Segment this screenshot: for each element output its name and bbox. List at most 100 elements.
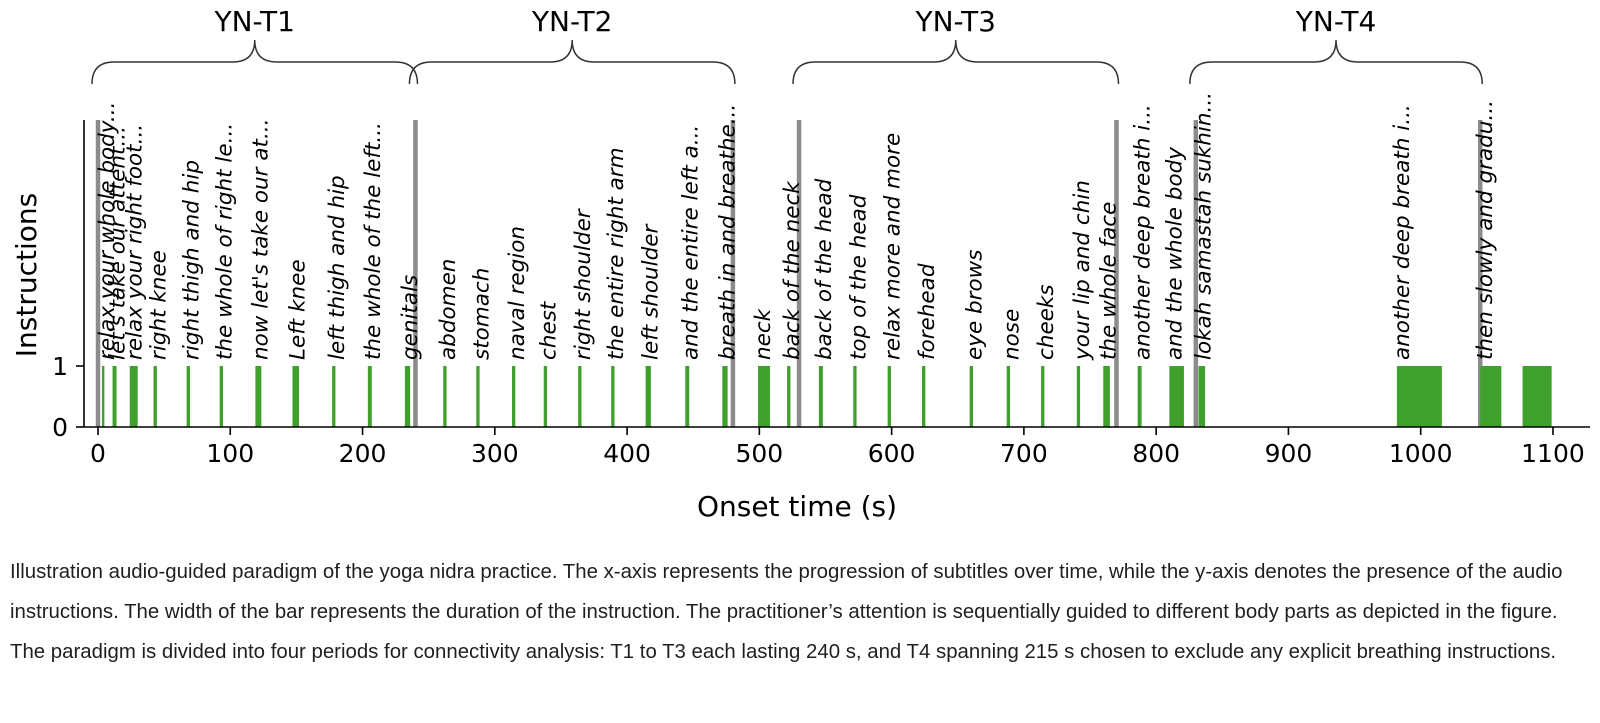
period-boundaries xyxy=(95,120,1483,427)
instruction-bar xyxy=(922,366,926,427)
instruction-label: forehead xyxy=(915,263,940,360)
instruction-bar xyxy=(255,366,262,427)
instruction-label: another deep breath i... xyxy=(1390,104,1415,360)
instruction-bar xyxy=(1006,366,1011,427)
instruction-label: relax more and more xyxy=(881,133,906,360)
x-tick-label: 500 xyxy=(735,439,783,468)
y-ticks: 01 xyxy=(52,352,84,442)
instruction-bar xyxy=(722,366,728,427)
instruction-label: abdomen xyxy=(436,259,461,360)
instruction-label: relax your right foot... xyxy=(123,124,148,360)
instruction-bar xyxy=(367,366,372,427)
instruction-bar xyxy=(219,366,223,427)
period-brace xyxy=(91,39,419,85)
instruction-bar xyxy=(578,366,582,427)
x-tick-label: 700 xyxy=(1000,439,1048,468)
instruction-label: eye brows xyxy=(963,250,988,360)
period-braces: YN-T1 YN-T2 YN-T3 YN-T4 xyxy=(91,5,1483,85)
instruction-bar xyxy=(543,366,548,427)
instruction-label: neck xyxy=(751,307,776,360)
instruction-bar xyxy=(404,366,411,427)
instruction-label: right thigh and hip xyxy=(180,160,205,360)
instruction-label: right knee xyxy=(147,250,172,360)
instruction-bar xyxy=(1198,366,1206,427)
instruction-bar xyxy=(476,366,480,427)
instruction-bar xyxy=(292,366,300,427)
instruction-label: the entire right arm xyxy=(604,147,629,360)
instruction-label: left shoulder xyxy=(639,224,664,360)
instruction-label: chest xyxy=(537,300,562,360)
instruction-bar xyxy=(887,366,891,427)
instruction-bar xyxy=(153,366,157,427)
x-tick-label: 1000 xyxy=(1389,439,1453,468)
instruction-bar xyxy=(443,366,447,427)
y-axis-label: Instructions xyxy=(10,193,43,357)
instruction-label: cheeks xyxy=(1034,284,1059,360)
instruction-bar xyxy=(645,366,651,427)
instruction-bar xyxy=(1396,366,1442,427)
instruction-label: nose xyxy=(1000,309,1025,360)
instruction-bar xyxy=(1076,366,1081,427)
yoga-nidra-timeline-chart: relax your whole body...let's take our a… xyxy=(10,5,1590,523)
period-label: YN-T3 xyxy=(915,5,997,38)
x-tick-label: 400 xyxy=(603,439,651,468)
instruction-label: right shoulder xyxy=(571,208,596,360)
instruction-label: left thigh and hip xyxy=(325,175,350,360)
period-brace xyxy=(792,39,1120,85)
instruction-label: and the whole body xyxy=(1162,147,1187,360)
instruction-label: top of the head xyxy=(846,194,871,360)
instruction-label: genitals xyxy=(398,275,423,360)
period-brace xyxy=(408,39,736,85)
instruction-bar xyxy=(685,366,690,427)
instruction-bar xyxy=(818,366,823,427)
instruction-label: relax your whole body... xyxy=(95,102,120,360)
instruction-label: naval region xyxy=(505,226,530,360)
instruction-label: then slowly and gradu... xyxy=(1473,100,1498,360)
instruction-bar xyxy=(758,366,770,427)
instruction-bar xyxy=(1041,366,1045,427)
instruction-label: your lip and chin xyxy=(1070,180,1095,361)
period-label: YN-T4 xyxy=(1295,5,1377,38)
axes xyxy=(83,120,1590,428)
instruction-bar xyxy=(1137,366,1142,427)
x-axis-label: Onset time (s) xyxy=(697,490,897,523)
instruction-bar xyxy=(332,366,336,427)
x-tick-label: 300 xyxy=(471,439,519,468)
x-tick-label: 0 xyxy=(90,439,106,468)
instruction-label: stomach xyxy=(469,268,494,360)
x-tick-label: 800 xyxy=(1132,439,1180,468)
instruction-bars xyxy=(101,366,1552,427)
y-tick-label: 0 xyxy=(52,413,68,442)
instruction-label: breath in and breathe... xyxy=(715,104,740,360)
instruction-bar xyxy=(853,366,857,427)
y-tick-label: 1 xyxy=(52,352,68,381)
instruction-label: the whole of the left... xyxy=(361,122,386,360)
instruction-label: lokah samastah sukhin... xyxy=(1191,92,1216,360)
instruction-bar xyxy=(129,366,138,427)
instruction-bar xyxy=(512,366,516,427)
instruction-label: the whole face xyxy=(1096,202,1121,360)
instruction-label: the whole of right le... xyxy=(213,123,238,360)
instruction-label: Left knee xyxy=(285,259,310,360)
instruction-bar xyxy=(1480,366,1502,427)
period-brace xyxy=(1189,39,1483,85)
instruction-bar xyxy=(969,366,973,427)
period-label: YN-T1 xyxy=(213,5,295,38)
instruction-bar xyxy=(611,366,615,427)
figure-caption: Illustration audio-guided paradigm of th… xyxy=(10,561,1563,663)
instruction-label: another deep breath i... xyxy=(1131,104,1156,360)
instruction-label: and the entire left a... xyxy=(678,125,703,360)
instruction-label: let's take our attent... xyxy=(106,126,131,360)
instruction-bar xyxy=(1103,366,1110,427)
instruction-label: back of the head xyxy=(812,178,837,360)
instruction-label: now let's take our at... xyxy=(248,119,273,360)
period-label: YN-T2 xyxy=(531,5,613,38)
x-tick-label: 200 xyxy=(339,439,387,468)
instruction-bar xyxy=(186,366,190,427)
instruction-bar xyxy=(112,366,117,427)
instruction-bar xyxy=(1169,366,1184,427)
instruction-labels: relax your whole body...let's take our a… xyxy=(95,92,1498,361)
instruction-bar xyxy=(787,366,791,427)
x-tick-label: 1100 xyxy=(1521,439,1585,468)
x-ticks: 0 100 200 300 400 500 600 700 800 900 1000 1100 xyxy=(90,427,1585,468)
